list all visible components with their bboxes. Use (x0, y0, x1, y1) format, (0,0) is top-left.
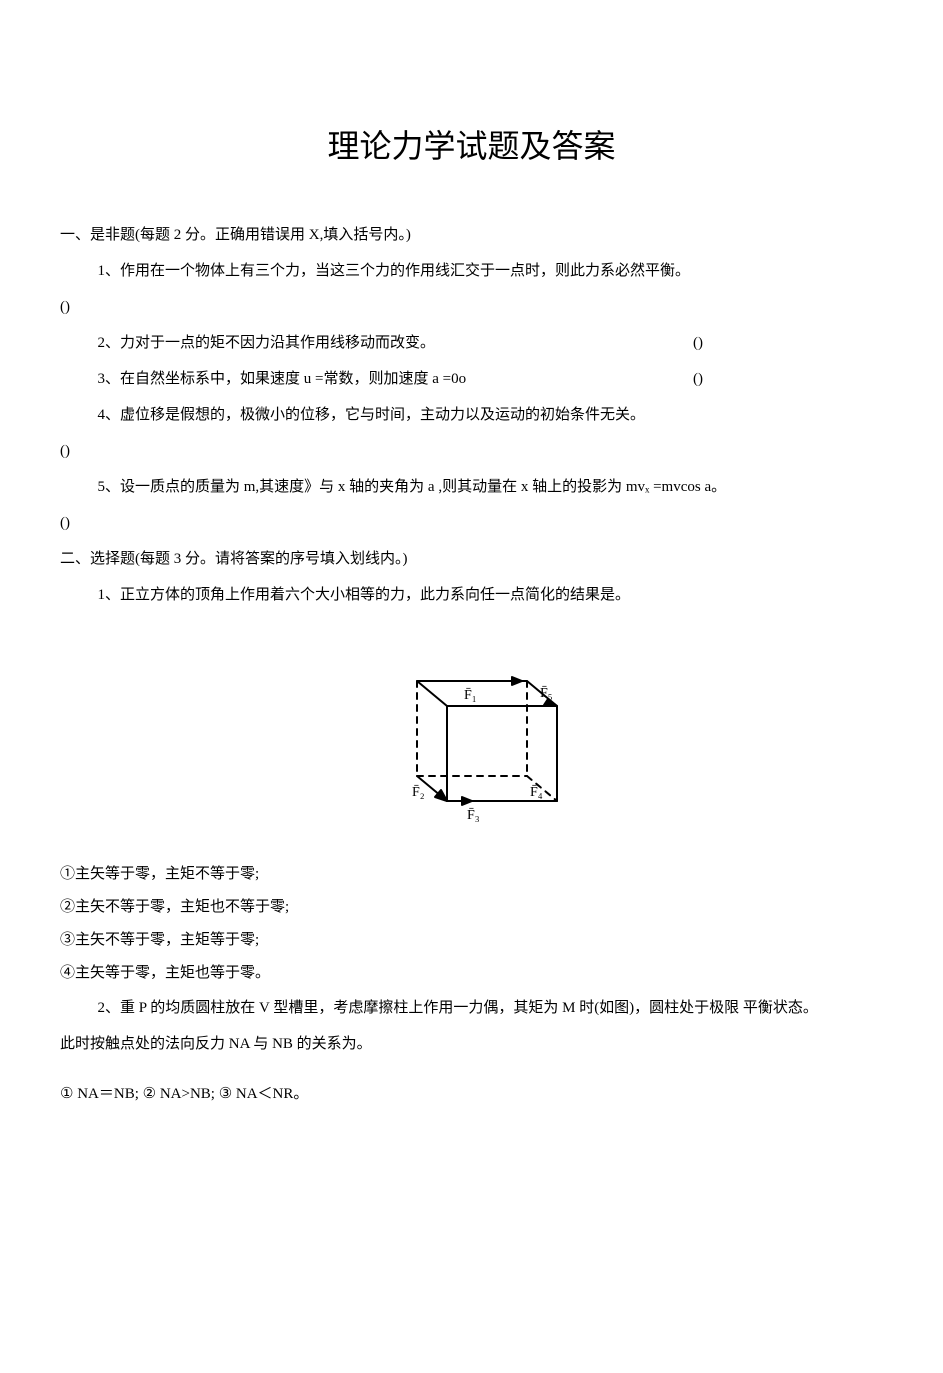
arrow-f1 (512, 677, 522, 685)
s1-q2-paren: () (693, 325, 723, 361)
label-f1: F̄₁ (464, 688, 477, 704)
s2-q1-opt-c: ③主矢不等于零，主矩等于零; (60, 924, 883, 957)
s2-q2-options: ① NA＝NB; ② NA>NB; ③ NA＜NR。 (60, 1076, 883, 1112)
cube-svg: F̄₁ F̄₂ F̄₃ F̄₄ F̄₅ (372, 641, 572, 831)
s1-q3: 3、在自然坐标系中，如果速度 u =常数，则加速度 a =0o () (60, 361, 883, 397)
s1-q3-paren: () (693, 361, 723, 397)
label-f4: F̄₄ (530, 785, 543, 801)
s1-q5-text: 5、设一质点的质量为 m,其速度》与 x 轴的夹角为 a ,则其动量在 x 轴上… (98, 479, 727, 495)
page: 理论力学试题及答案 一、是非题(每题 2 分。正确用错误用 X,填入括号内。) … (0, 0, 943, 1172)
cube-top-face (417, 681, 557, 706)
label-f3: F̄₃ (467, 808, 480, 824)
s1-q5: 5、设一质点的质量为 m,其速度》与 x 轴的夹角为 a ,则其动量在 x 轴上… (60, 469, 883, 505)
label-f2: F̄₂ (412, 785, 425, 801)
s1-q4-paren: () (60, 433, 883, 469)
s1-q2-text: 2、力对于一点的矩不因力沿其作用线移动而改变。 (98, 325, 440, 361)
label-f5: F̄₅ (540, 686, 553, 702)
section2-header: 二、选择题(每题 3 分。请将答案的序号填入划线内。) (60, 541, 883, 577)
s1-q5-paren: () (60, 505, 883, 541)
s2-q2-l1: 2、重 P 的均质圆柱放在 V 型槽里，考虑摩擦柱上作用一力偶，其矩为 M 时(… (60, 990, 883, 1026)
section1-header: 一、是非题(每题 2 分。正确用错误用 X,填入括号内。) (60, 217, 883, 253)
s2-q1: 1、正立方体的顶角上作用着六个大小相等的力，此力系向任一点简化的结果是。 (60, 577, 883, 613)
s1-q4: 4、虚位移是假想的，极微小的位移，它与时间，主动力以及运动的初始条件无关。 (60, 397, 883, 433)
s1-q3-text: 3、在自然坐标系中，如果速度 u =常数，则加速度 a =0o (98, 361, 471, 397)
s2-q1-opt-b: ②主矢不等于零，主矩也不等于零; (60, 891, 883, 924)
s2-q1-opt-d: ④主矢等于零，主矩也等于零。 (60, 957, 883, 990)
s1-q1-paren: () (60, 289, 883, 325)
s2-q2-l2: 此时按触点处的法向反力 NA 与 NB 的关系为。 (60, 1026, 883, 1062)
s2-q1-opt-a: ①主矢等于零，主矩不等于零; (60, 858, 883, 891)
s1-q2: 2、力对于一点的矩不因力沿其作用线移动而改变。 () (60, 325, 883, 361)
s1-q1: 1、作用在一个物体上有三个力，当这三个力的作用线汇交于一点时，则此力系必然平衡。 (60, 253, 883, 289)
page-title: 理论力学试题及答案 (60, 121, 883, 167)
cube-figure: F̄₁ F̄₂ F̄₃ F̄₄ F̄₅ (60, 641, 883, 836)
arrow-f3 (462, 797, 472, 805)
